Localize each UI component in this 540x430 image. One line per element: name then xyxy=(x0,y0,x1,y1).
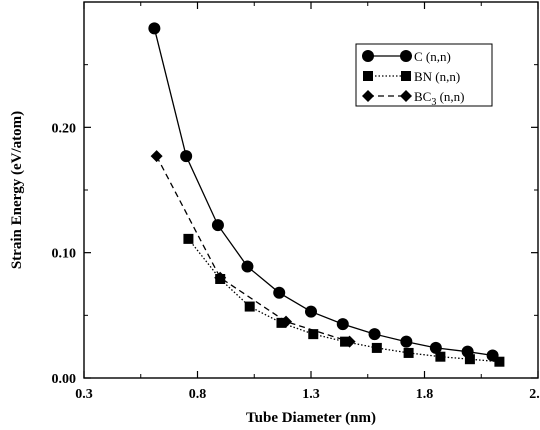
y-axis-label: Strain Energy (eV/atom) xyxy=(9,111,25,269)
data-point-square xyxy=(308,329,319,340)
x-tick-label: 2.3 xyxy=(529,387,540,402)
x-tick-label: 1.8 xyxy=(416,387,434,402)
legend-label-circle: C (n,n) xyxy=(414,49,451,64)
x-tick-label: 0.8 xyxy=(189,387,207,402)
legend-suffix: (n,n) xyxy=(436,89,464,104)
legend-marker-square xyxy=(401,71,411,81)
legend-label-diamond: BC3 (n,n) xyxy=(414,89,465,108)
data-point-square xyxy=(464,354,475,365)
data-point-diamond xyxy=(280,315,293,328)
data-point-circle xyxy=(180,150,193,163)
y-tick-label: 0.00 xyxy=(52,372,77,387)
axis-ticks: 0.3 0.8 1.3 1.8 2.3 0.00 0.10 0.20 xyxy=(52,2,540,402)
data-point-square xyxy=(403,347,414,358)
data-point-square xyxy=(183,233,194,244)
series-line-diamond xyxy=(156,155,350,343)
data-point-diamond xyxy=(150,150,163,163)
legend-marker-diamond xyxy=(400,90,412,102)
data-point-circle xyxy=(305,305,317,318)
y-tick-label: 0.20 xyxy=(52,121,77,136)
data-point-circle xyxy=(273,286,286,299)
legend-marker-square xyxy=(363,71,373,81)
data-point-circle xyxy=(241,260,254,273)
data-point-circle xyxy=(368,328,381,341)
data-point-diamond xyxy=(343,335,356,348)
legend-marker-circle xyxy=(362,50,374,62)
x-tick-label: 0.3 xyxy=(75,387,93,402)
data-point-circle xyxy=(211,219,224,232)
x-axis-label: Tube Diameter (nm) xyxy=(246,410,376,426)
x-tick-label: 1.3 xyxy=(302,387,320,402)
data-point-square xyxy=(371,342,382,353)
data-point-square xyxy=(244,301,255,312)
legend-marker-diamond xyxy=(362,90,374,102)
legend-label-square: BN (n,n) xyxy=(414,69,460,84)
legend-marker-circle xyxy=(400,50,412,62)
data-point-circle xyxy=(400,335,413,348)
data-point-circle xyxy=(148,22,161,35)
y-tick-label: 0.10 xyxy=(52,247,77,262)
data-point-circle xyxy=(336,318,349,331)
legend: C (n,n) BN (n,n) BC3 (n,n) xyxy=(355,43,493,108)
data-point-diamond xyxy=(214,271,227,284)
data-point-circle xyxy=(429,341,442,354)
series-layer xyxy=(148,22,505,367)
data-point-square xyxy=(494,356,505,367)
legend-subscript: 3 xyxy=(431,97,436,108)
data-point-square xyxy=(435,351,446,362)
